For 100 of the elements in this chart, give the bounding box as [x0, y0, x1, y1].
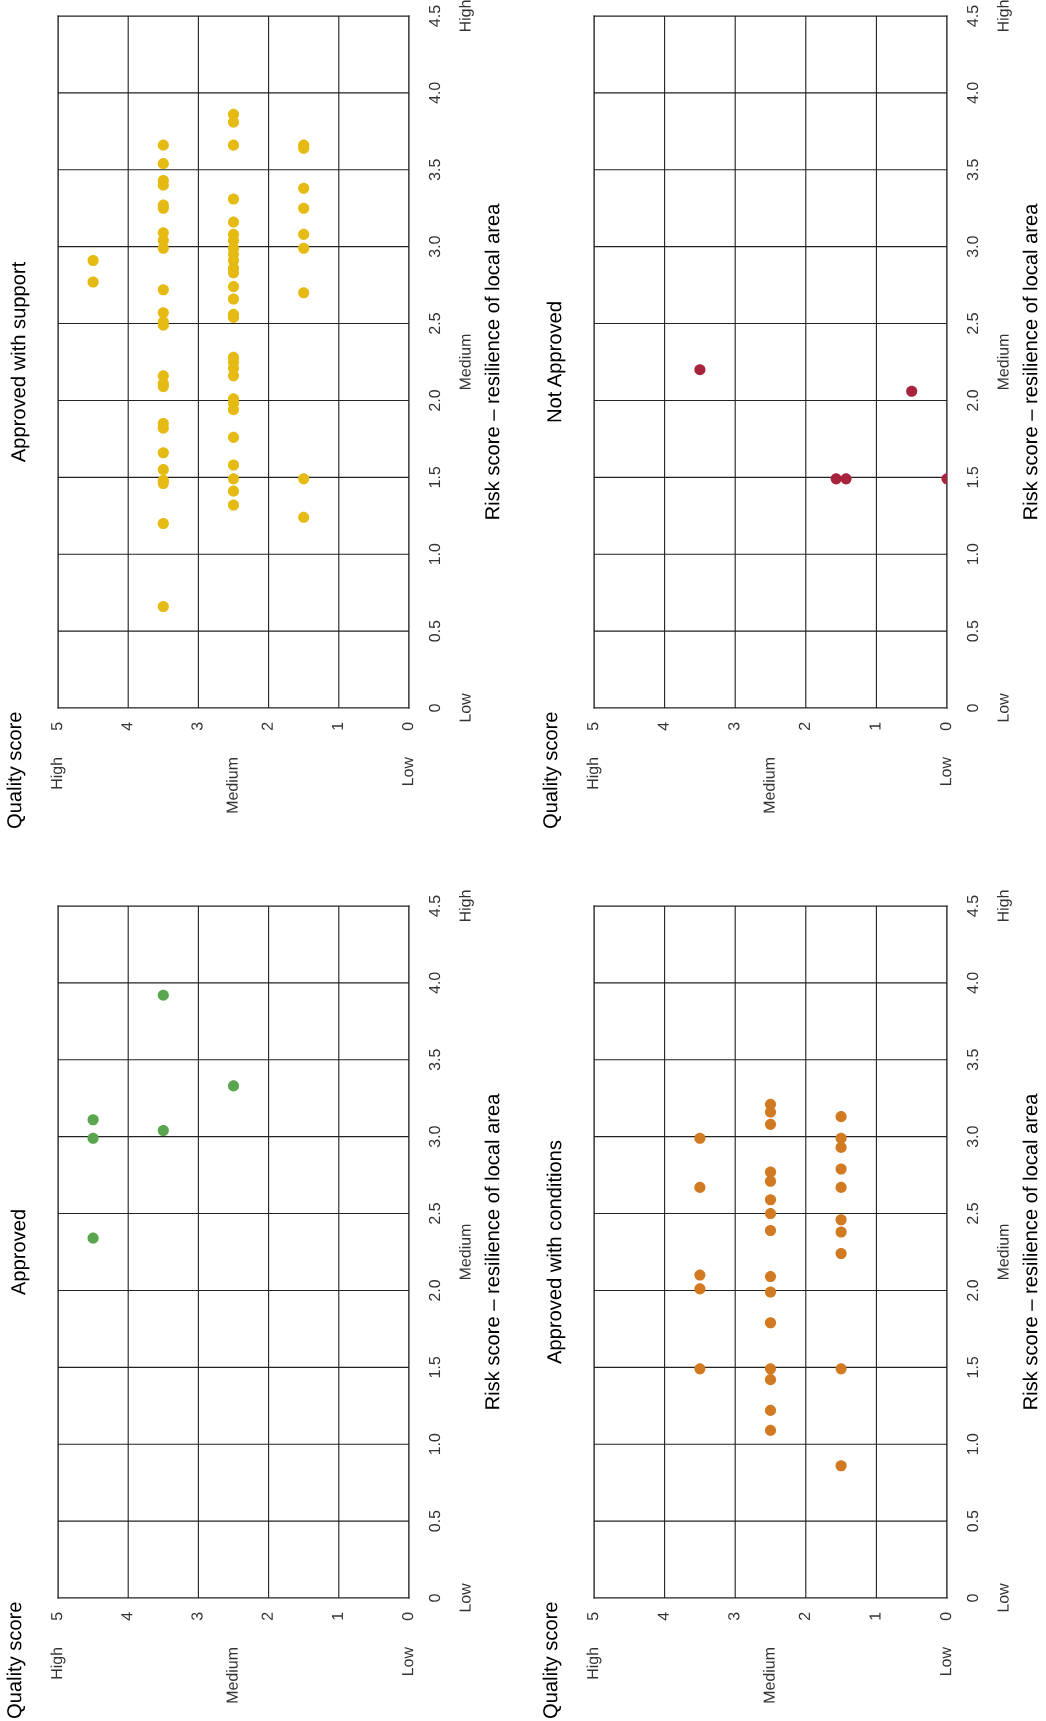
- y-axis-title: Risk score – resilience of local area: [1022, 203, 1038, 519]
- x-tick-label: 4: [657, 1612, 669, 1621]
- point: [157, 989, 169, 1001]
- y-tick-label: 0.5: [966, 1510, 979, 1532]
- y-tick-label: 4.0: [428, 82, 441, 104]
- point: [764, 1271, 777, 1283]
- x-tick-label: 5: [587, 722, 599, 731]
- point: [764, 1424, 777, 1436]
- text: High: [459, 890, 474, 922]
- x-tick-label: 0: [401, 1612, 414, 1621]
- x-tick-label: 3: [191, 722, 203, 731]
- y-tick-label: 3.0: [966, 236, 979, 258]
- y-tick-label: 4.0: [966, 82, 979, 104]
- point: [157, 1124, 169, 1137]
- y-tick-label: 2.0: [428, 1279, 441, 1301]
- y-tick-label: 4.0: [966, 972, 979, 994]
- text: Low: [997, 1583, 1009, 1612]
- point: [694, 1181, 706, 1193]
- point: [87, 1114, 99, 1126]
- text: Approved with conditions: [546, 1140, 566, 1364]
- y-tick-label: 0.5: [428, 1510, 441, 1532]
- y-tick-label: 1.5: [967, 1356, 979, 1378]
- text: Quality score: [6, 1602, 26, 1719]
- y-tick-label: 3.0: [966, 1126, 979, 1148]
- y-tick-label: 4.5: [429, 895, 441, 917]
- text: Medium: [459, 1224, 471, 1280]
- y-axis-title: Risk score – resilience of local area: [484, 203, 500, 519]
- x-tick-label: 2: [798, 1612, 810, 1620]
- text: Low: [459, 1583, 471, 1612]
- x-tick-label: 2: [261, 1612, 273, 1620]
- x-tick-label: 1: [869, 1612, 881, 1620]
- y-tick-label: 0.5: [428, 620, 441, 642]
- text: Medium: [226, 1648, 238, 1703]
- text: Medium: [997, 1224, 1009, 1280]
- y-tick-label: 2.5: [428, 313, 441, 334]
- y-tick-label: 4.5: [967, 5, 979, 27]
- point: [764, 1194, 777, 1206]
- text: Approved with support: [10, 261, 30, 463]
- y-tick-label: 3.0: [428, 1126, 441, 1148]
- y-tick-label: 2.0: [428, 389, 441, 411]
- text: Low: [459, 693, 471, 722]
- point: [764, 1175, 777, 1187]
- point: [764, 1166, 777, 1178]
- point: [764, 1404, 777, 1416]
- text: Low: [940, 1646, 952, 1675]
- point: [87, 1132, 99, 1144]
- y-tick-label: 1.0: [428, 1433, 441, 1455]
- point: [835, 1247, 847, 1260]
- point: [694, 364, 706, 376]
- x-tick-label: 1: [331, 1612, 343, 1620]
- y-tick-label: 4.5: [429, 5, 441, 27]
- text: Medium: [763, 1648, 775, 1703]
- y-tick-label: 3.5: [428, 159, 441, 181]
- x-tick-label: 5: [51, 722, 63, 731]
- text: Approved: [10, 1210, 30, 1296]
- x-tick-label: 0: [401, 722, 414, 731]
- y-tick-label: 0: [966, 1594, 979, 1602]
- point: [227, 1080, 240, 1092]
- y-tick-label: 3.5: [966, 159, 979, 181]
- point: [835, 1214, 847, 1226]
- x-tick-label: 4: [657, 722, 669, 731]
- y-tick-label: 1.5: [967, 466, 979, 488]
- point: [87, 1232, 99, 1244]
- x-tick-label: 3: [728, 722, 740, 731]
- text: Medium: [459, 334, 471, 390]
- text: Quality score: [542, 712, 562, 829]
- point: [835, 1163, 847, 1175]
- text: High: [586, 1648, 602, 1679]
- y-tick-label: 2.5: [966, 313, 979, 334]
- point: [694, 1363, 706, 1375]
- point: [835, 1460, 847, 1472]
- text: Medium: [226, 758, 238, 813]
- x-tick-label: 5: [51, 1612, 63, 1621]
- point: [764, 1118, 777, 1130]
- point: [764, 1208, 777, 1220]
- y-tick-label: 3.5: [428, 1049, 441, 1071]
- x-tick-label: 4: [121, 722, 133, 731]
- point: [694, 1283, 706, 1295]
- y-tick-label: 4.5: [967, 895, 979, 917]
- y-tick-label: 1.5: [429, 466, 441, 488]
- text: High: [50, 1648, 66, 1679]
- x-tick-label: 1: [869, 722, 881, 730]
- text: Low: [402, 756, 414, 785]
- text: Quality score: [542, 1602, 562, 1719]
- text: Low: [997, 693, 1009, 722]
- point: [764, 1317, 777, 1329]
- text: Low: [402, 1646, 414, 1675]
- x-tick-label: 0: [939, 722, 952, 731]
- point: [835, 1226, 847, 1238]
- x-tick-label: 5: [587, 1612, 599, 1621]
- text: High: [997, 890, 1012, 922]
- y-tick-label: 2.0: [966, 389, 979, 411]
- text: Low: [940, 756, 952, 785]
- x-tick-label: 1: [331, 722, 343, 730]
- text: High: [586, 758, 602, 789]
- x-tick-label: 0: [939, 1612, 952, 1621]
- x-tick-label: 3: [191, 1612, 203, 1621]
- y-tick-label: 1.5: [429, 1356, 441, 1378]
- text: Medium: [997, 334, 1009, 390]
- point: [694, 1269, 706, 1281]
